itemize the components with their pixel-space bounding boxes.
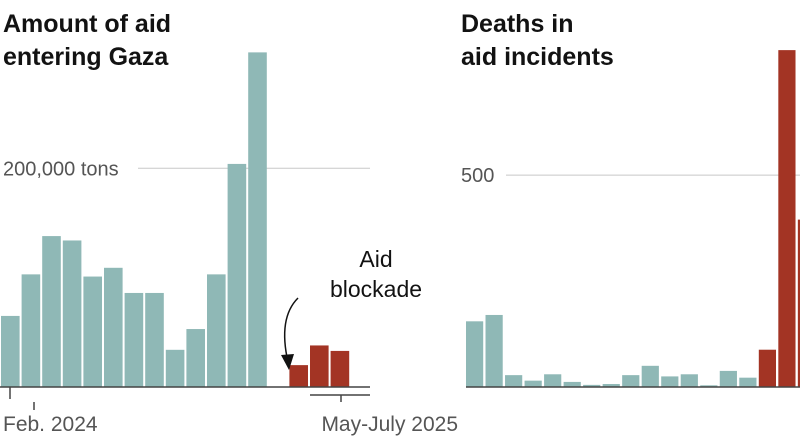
bar-1-1 — [485, 314, 503, 387]
chart-title-aid-line-1: Amount of aid — [3, 10, 172, 38]
bar-1-12 — [700, 385, 718, 387]
chart-title-deaths-line-1: Deaths in — [461, 10, 574, 38]
bar-1-2 — [505, 375, 523, 387]
bar-1-16 — [778, 50, 796, 388]
bar-1-15 — [758, 349, 776, 387]
x-tick-label-feb-2024: Feb. 2024 — [3, 413, 98, 436]
bar-1-8 — [622, 375, 640, 387]
bar-0-2 — [42, 236, 61, 387]
bar-0-10 — [207, 274, 226, 387]
bar-1-10 — [661, 376, 679, 387]
bar-1-3 — [524, 380, 542, 387]
bar-0-7 — [145, 292, 164, 387]
bar-0-14 — [289, 365, 308, 387]
bar-1-9 — [641, 365, 659, 387]
bar-0-5 — [104, 267, 123, 387]
bar-1-11 — [680, 374, 698, 387]
bar-0-3 — [62, 240, 82, 387]
annotation-arrow-line — [283, 297, 299, 363]
bar-1-17 — [797, 219, 800, 387]
annotation-arrow-head — [281, 354, 294, 370]
bar-1-5 — [563, 381, 581, 387]
chart-title-deaths: Deaths in aid incidents — [461, 8, 614, 74]
annotation-line-1: Aid — [359, 246, 393, 272]
bar-1-6 — [583, 384, 601, 387]
gridline-label-1: 500 — [461, 165, 494, 187]
aid-blockade-annotation: Aid blockade — [306, 244, 446, 304]
bar-0-16 — [330, 350, 350, 387]
bar-1-4 — [544, 374, 562, 387]
bar-0-15 — [310, 345, 329, 387]
chart-title-deaths-line-2: aid incidents — [461, 43, 614, 71]
bar-1-0 — [466, 321, 484, 387]
bar-0-9 — [186, 329, 205, 387]
x-tick-label-may-july-2025: May-July 2025 — [321, 413, 458, 436]
bar-1-14 — [739, 377, 757, 387]
chart-title-aid: Amount of aid entering Gaza — [3, 8, 171, 74]
bar-1-7 — [602, 384, 620, 387]
bar-0-1 — [21, 274, 41, 387]
bar-0-11 — [227, 163, 247, 387]
annotation-line-2: blockade — [329, 276, 423, 302]
bar-0-4 — [83, 276, 102, 387]
bar-0-0 — [1, 315, 20, 387]
bar-0-6 — [124, 292, 144, 387]
bar-0-12 — [248, 52, 267, 387]
bar-0-8 — [165, 349, 185, 387]
chart-title-aid-line-2: entering Gaza — [3, 43, 169, 71]
gridline-label-0: 200,000 tons — [3, 158, 119, 180]
bar-1-13 — [719, 370, 737, 387]
